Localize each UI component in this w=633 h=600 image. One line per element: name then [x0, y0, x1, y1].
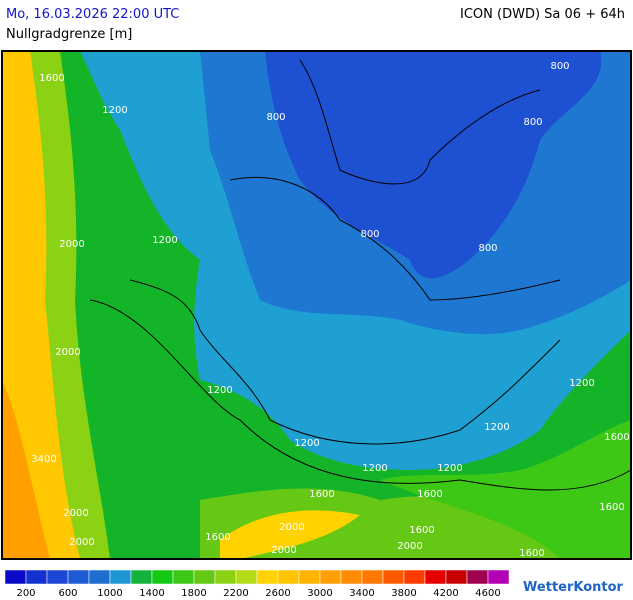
legend-swatch [424, 569, 447, 585]
legend-swatch [340, 569, 363, 585]
contour-label: 2000 [271, 545, 296, 556]
contour-label: 1600 [417, 489, 442, 500]
legend-label: 1000 [97, 588, 122, 599]
legend-swatch [88, 569, 111, 585]
contour-label: 1600 [409, 525, 434, 536]
legend-swatch [487, 569, 510, 585]
contour-label: 2000 [55, 347, 80, 358]
legend-swatch [403, 569, 426, 585]
legend-swatch [277, 569, 300, 585]
contour-label: 1200 [207, 385, 232, 396]
legend-swatch [4, 569, 27, 585]
legend-label: 3400 [349, 588, 374, 599]
legend-label: 4200 [433, 588, 458, 599]
contour-label: 2000 [279, 522, 304, 533]
contour-label: 2000 [69, 537, 94, 548]
legend-swatch [466, 569, 489, 585]
legend-swatch [382, 569, 405, 585]
legend-swatch [130, 569, 153, 585]
legend-swatch [445, 569, 468, 585]
legend-label: 600 [58, 588, 77, 599]
contour-label: 1200 [437, 463, 462, 474]
legend-swatch [361, 569, 384, 585]
legend-swatch [67, 569, 90, 585]
title: Nullgradgrenze [m] [6, 27, 133, 42]
contour-label: 2000 [397, 541, 422, 552]
legend-label: 2600 [265, 588, 290, 599]
model: ICON (DWD) Sa 06 + 64h [460, 7, 625, 22]
legend-label: 1800 [181, 588, 206, 599]
contour-label: 1200 [102, 105, 127, 116]
legend-swatch [319, 569, 342, 585]
contour-label: 800 [478, 243, 497, 254]
brand: WetterKontor [523, 580, 624, 595]
legend-swatch [151, 569, 174, 585]
contour-label: 1600 [39, 73, 64, 84]
contour-label: 1600 [599, 502, 624, 513]
contour-label: 1200 [152, 235, 177, 246]
contour-label: 1600 [519, 548, 544, 559]
contour-label: 800 [360, 229, 379, 240]
legend-swatch [256, 569, 279, 585]
contour-label: 3400 [31, 454, 56, 465]
contour-label: 800 [523, 117, 542, 128]
contour-label: 1200 [569, 378, 594, 389]
contour-label: 1600 [604, 432, 629, 443]
contour-label: 1600 [205, 532, 230, 543]
contour-label: 2000 [63, 508, 88, 519]
contour-label: 1200 [484, 422, 509, 433]
legend-label: 200 [16, 588, 35, 599]
legend-swatch [235, 569, 258, 585]
legend-label: 4600 [475, 588, 500, 599]
contour-label: 1200 [294, 438, 319, 449]
legend-swatch [298, 569, 321, 585]
contour-label: 1200 [362, 463, 387, 474]
legend-label: 3000 [307, 588, 332, 599]
contour-label: 2000 [59, 239, 84, 250]
contour-label: 800 [550, 61, 569, 72]
date: Mo, 16.03.2026 22:00 UTC [6, 7, 180, 22]
legend-swatch [214, 569, 237, 585]
legend-swatch [193, 569, 216, 585]
legend-swatch [109, 569, 132, 585]
contour-label: 1600 [309, 489, 334, 500]
legend-swatch [25, 569, 48, 585]
legend-label: 1400 [139, 588, 164, 599]
legend-label: 3800 [391, 588, 416, 599]
legend-swatch [172, 569, 195, 585]
legend-label: 2200 [223, 588, 248, 599]
contour-label: 800 [266, 112, 285, 123]
legend-swatch [46, 569, 69, 585]
